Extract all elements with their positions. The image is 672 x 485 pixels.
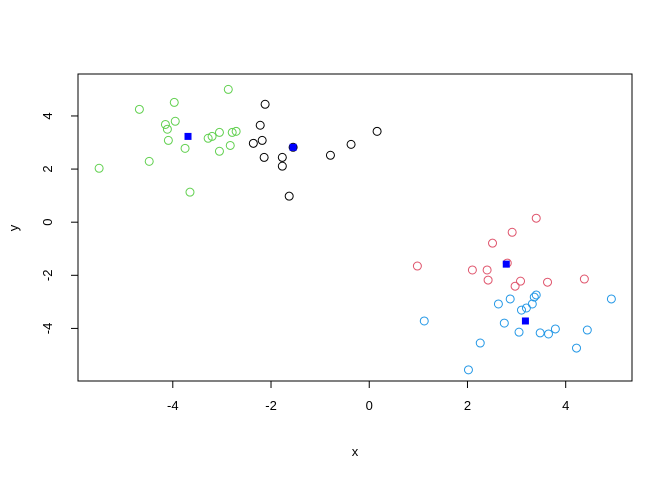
point bbox=[259, 152, 269, 162]
point bbox=[543, 277, 553, 287]
point bbox=[550, 324, 560, 334]
point bbox=[527, 299, 537, 309]
point bbox=[507, 227, 517, 237]
point bbox=[346, 139, 356, 149]
point bbox=[277, 161, 287, 171]
point bbox=[531, 290, 541, 300]
point bbox=[257, 135, 267, 145]
point bbox=[505, 294, 515, 304]
point bbox=[207, 131, 217, 141]
point bbox=[180, 143, 190, 153]
point bbox=[214, 127, 224, 137]
point bbox=[225, 140, 235, 150]
point bbox=[284, 191, 294, 201]
point bbox=[488, 238, 498, 248]
x-tick-label: -4 bbox=[167, 398, 179, 413]
y-axis-label: y bbox=[6, 224, 21, 231]
point bbox=[214, 146, 224, 156]
center-point bbox=[289, 143, 297, 151]
point bbox=[572, 343, 582, 353]
center-point bbox=[521, 317, 529, 325]
point bbox=[144, 156, 154, 166]
center-point bbox=[184, 132, 192, 140]
point bbox=[185, 187, 195, 197]
point bbox=[260, 99, 270, 109]
point bbox=[463, 365, 473, 375]
point bbox=[163, 135, 173, 145]
point bbox=[483, 275, 493, 285]
point bbox=[499, 318, 509, 328]
point bbox=[94, 163, 104, 173]
y-tick-label: 0 bbox=[40, 219, 55, 226]
point bbox=[162, 124, 172, 134]
point bbox=[516, 276, 526, 286]
point bbox=[531, 213, 541, 223]
point bbox=[475, 338, 485, 348]
point bbox=[579, 274, 589, 284]
point bbox=[160, 119, 170, 129]
point bbox=[412, 261, 422, 271]
x-axis-label: x bbox=[352, 444, 359, 459]
x-tick-label: 0 bbox=[366, 398, 373, 413]
center-point bbox=[502, 260, 510, 268]
point bbox=[169, 97, 179, 107]
point bbox=[227, 127, 237, 137]
point bbox=[325, 150, 335, 160]
point bbox=[231, 126, 241, 136]
point bbox=[493, 299, 503, 309]
point bbox=[510, 281, 520, 291]
point bbox=[372, 126, 382, 136]
point bbox=[223, 84, 233, 94]
point bbox=[170, 116, 180, 126]
point bbox=[544, 329, 554, 339]
x-tick-label: 4 bbox=[562, 398, 569, 413]
point bbox=[277, 152, 287, 162]
point bbox=[606, 294, 616, 304]
point bbox=[467, 265, 477, 275]
point bbox=[582, 325, 592, 335]
point bbox=[419, 316, 429, 326]
point bbox=[255, 120, 265, 130]
y-tick-label: 4 bbox=[40, 112, 55, 119]
y-tick-label: -2 bbox=[40, 270, 55, 282]
y-tick-label: -4 bbox=[40, 323, 55, 335]
x-tick-label: 2 bbox=[464, 398, 471, 413]
x-tick-label: -2 bbox=[265, 398, 277, 413]
point bbox=[529, 292, 539, 302]
point bbox=[482, 265, 492, 275]
point bbox=[134, 104, 144, 114]
point bbox=[514, 327, 524, 337]
point bbox=[288, 142, 298, 152]
point bbox=[248, 138, 258, 148]
y-tick-label: 2 bbox=[40, 165, 55, 172]
point bbox=[516, 305, 526, 315]
